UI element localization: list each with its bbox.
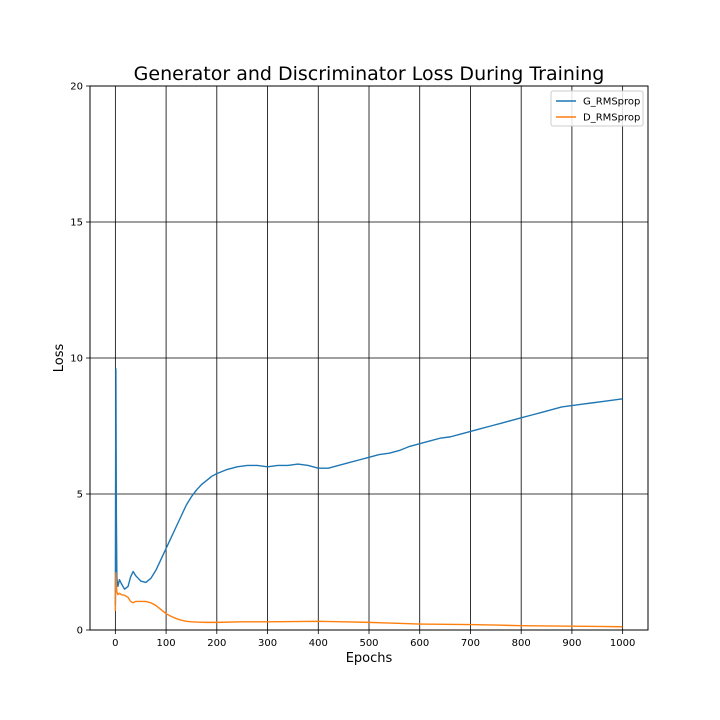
series-line-d-rmsprop <box>114 572 623 628</box>
x-tick-label: 100 <box>157 638 176 649</box>
x-tick-label: 800 <box>512 638 531 649</box>
x-axis-label: Epochs <box>346 651 393 666</box>
legend-entry: D_RMSprop <box>583 113 640 124</box>
y-axis-label: Loss <box>52 344 67 373</box>
legend: G_RMSprop D_RMSprop <box>550 90 644 127</box>
plot-lines <box>114 368 623 628</box>
chart-title: Generator and Discriminator Loss During … <box>134 63 605 85</box>
x-tick-label: 500 <box>359 638 378 649</box>
legend-entry: G_RMSprop <box>583 97 640 108</box>
y-tick-label: 5 <box>77 490 83 501</box>
x-tick-label: 200 <box>207 638 226 649</box>
x-tick-label: 600 <box>410 638 429 649</box>
y-tick-label: 15 <box>70 218 83 229</box>
y-tick-label: 20 <box>70 82 83 93</box>
x-tick-label: 0 <box>112 638 118 649</box>
grid <box>90 86 648 630</box>
x-tick-label: 1000 <box>610 638 635 649</box>
ticks: 0 100 200 300 400 500 600 700 800 900 1000 0 5 10 15 20 <box>70 82 635 650</box>
x-tick-label: 900 <box>562 638 581 649</box>
x-tick-label: 300 <box>258 638 277 649</box>
x-tick-label: 400 <box>309 638 328 649</box>
x-tick-label: 700 <box>461 638 480 649</box>
y-tick-label: 10 <box>70 354 83 365</box>
y-tick-label: 0 <box>77 626 83 637</box>
series-line-g-rmsprop <box>114 368 623 606</box>
